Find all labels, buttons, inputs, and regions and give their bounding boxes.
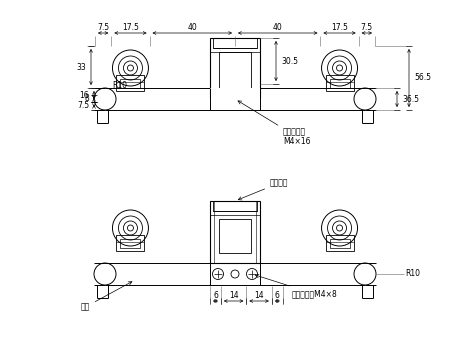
Bar [213,38,257,48]
Bar [210,88,260,110]
Text: 8: 8 [84,94,89,103]
Text: 6: 6 [213,290,218,300]
Bar [210,38,260,98]
Text: 7.5: 7.5 [361,24,373,32]
Text: 7.5: 7.5 [97,24,109,32]
Bar [120,239,141,248]
Text: 本体: 本体 [81,282,132,312]
Text: 17.5: 17.5 [122,24,139,32]
Bar [326,235,353,251]
Bar [117,75,144,91]
Text: 16: 16 [79,90,89,100]
Bar [117,235,144,251]
Text: 36.5: 36.5 [402,94,419,103]
Bar [329,79,350,88]
Text: 17.5: 17.5 [331,24,348,32]
Text: 40: 40 [188,24,197,32]
Bar [213,201,257,211]
Text: 14: 14 [254,290,264,300]
Text: 鈕掛金具: 鈕掛金具 [238,178,289,200]
Text: R10: R10 [112,81,127,89]
Text: 30.5: 30.5 [281,57,298,65]
Bar [219,219,251,253]
Text: 56.5: 56.5 [414,74,431,82]
Text: 33: 33 [76,63,86,71]
Text: R10: R10 [405,270,420,278]
Text: 6: 6 [275,290,280,300]
Text: なべ小ネジM4×8: なべ小ネジM4×8 [255,275,338,298]
Bar [210,201,260,263]
Text: 14: 14 [229,290,238,300]
Text: 40: 40 [273,24,282,32]
Text: 7.5: 7.5 [77,101,89,111]
Text: 六角ボルト
M4×16: 六角ボルト M4×16 [238,101,311,146]
Bar [326,75,353,91]
Bar [329,239,350,248]
Bar [120,79,141,88]
Bar [219,52,251,90]
